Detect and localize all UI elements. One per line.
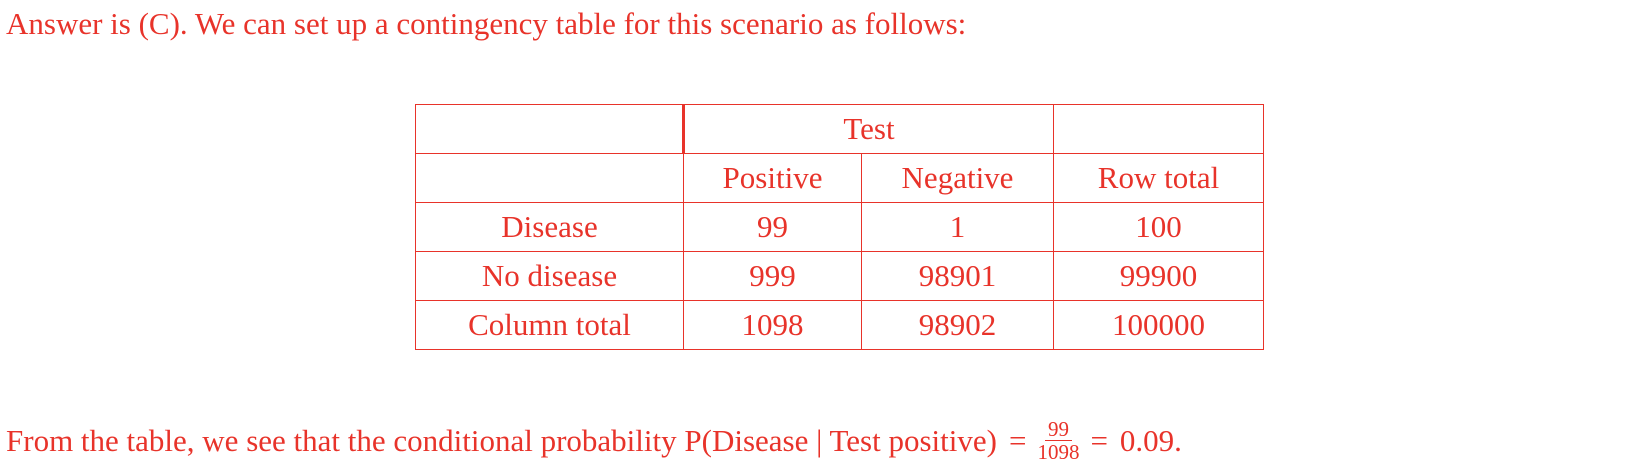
table-corner-cell xyxy=(415,104,684,154)
table-cell: 98902 xyxy=(861,300,1054,350)
fraction-denominator: 1098 xyxy=(1037,440,1080,464)
column-header-row-total: Row total xyxy=(1053,153,1264,203)
table-cell: 100000 xyxy=(1053,300,1264,350)
fraction: 99 1098 xyxy=(1034,418,1082,463)
test-group-header: Test xyxy=(682,104,1054,154)
table-cell: 98901 xyxy=(861,251,1054,301)
table-cell: 1 xyxy=(861,202,1054,252)
table-cell: 999 xyxy=(683,251,862,301)
table-row: Column total 1098 98902 100000 xyxy=(415,300,1264,350)
table-row: No disease 999 98901 99900 xyxy=(415,251,1264,301)
table-cell: 1098 xyxy=(683,300,862,350)
row-label-disease: Disease xyxy=(415,202,684,252)
conclusion-text: From the table, we see that the conditio… xyxy=(6,422,997,458)
equals-sign: = xyxy=(1090,422,1108,458)
conclusion-result: 0.09. xyxy=(1119,422,1182,458)
equals-sign: = xyxy=(1008,422,1027,458)
row-label-column-total: Column total xyxy=(415,300,684,350)
column-header-negative: Negative xyxy=(861,153,1054,203)
table-row: Disease 99 1 100 xyxy=(415,202,1264,252)
column-header-positive: Positive xyxy=(683,153,862,203)
table-cell: 100 xyxy=(1053,202,1264,252)
table-header-row-columns: Positive Negative Row total xyxy=(415,153,1264,203)
row-label-no-disease: No disease xyxy=(415,251,684,301)
intro-text: Answer is (C). We can set up a contingen… xyxy=(6,6,967,41)
table-cell: 99 xyxy=(683,202,862,252)
table-empty-label-cell xyxy=(415,153,684,203)
table-cell: 99900 xyxy=(1053,251,1264,301)
table-empty-header-cell xyxy=(1053,104,1264,154)
contingency-table: Test Positive Negative Row total Disease… xyxy=(415,104,1264,350)
fraction-numerator: 99 xyxy=(1044,418,1072,441)
conclusion-line: From the table, we see that the conditio… xyxy=(6,418,1182,463)
table-header-row-group: Test xyxy=(415,104,1264,154)
